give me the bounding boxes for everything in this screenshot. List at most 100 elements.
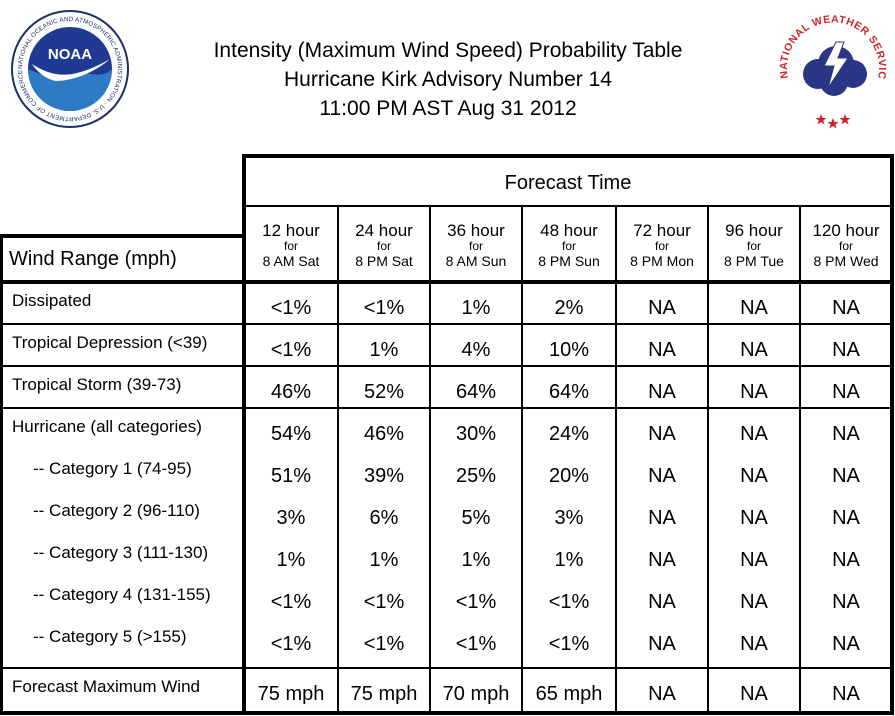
- table-cell: 46%: [363, 423, 405, 445]
- table-cell: 54%: [270, 423, 312, 445]
- column-header: 96 hour for 8 PM Tue: [708, 221, 800, 270]
- table-cell: <1%: [270, 297, 312, 319]
- table-cell: <1%: [270, 339, 312, 361]
- table-cell: NA: [832, 465, 860, 487]
- table-cell: NA: [832, 297, 860, 319]
- row-label: -- Category 5 (>155): [33, 627, 187, 646]
- header-divider: [246, 205, 894, 207]
- table-cell: 65 mph: [535, 683, 603, 705]
- table-cell: 6%: [369, 507, 399, 529]
- column-time: 8 PM Mon: [630, 253, 694, 269]
- lightning-icon: [823, 41, 849, 89]
- table-cell: <1%: [548, 591, 590, 613]
- table-border-top: [242, 154, 894, 158]
- table-cell: 3%: [554, 507, 584, 529]
- stars-icon: [815, 114, 851, 129]
- table-cell: 1%: [369, 549, 399, 571]
- table-cell: NA: [648, 381, 676, 403]
- table-cell: NA: [740, 507, 768, 529]
- column-hours: 96 hour: [725, 221, 783, 240]
- forecast-time-header: Forecast Time: [504, 172, 632, 194]
- table-cell: NA: [740, 381, 768, 403]
- column-time: 8 PM Sun: [538, 253, 600, 269]
- table-cell: 4%: [461, 339, 491, 361]
- table-cell: 75 mph: [350, 683, 418, 705]
- table-cell: NA: [648, 297, 676, 319]
- column-hours: 72 hour: [633, 221, 691, 240]
- table-cell: <1%: [455, 591, 497, 613]
- table-cell: NA: [832, 591, 860, 613]
- row-divider: [0, 323, 894, 325]
- column-for: for: [468, 239, 483, 253]
- table-cell: NA: [648, 633, 676, 655]
- row-label: Dissipated: [12, 291, 92, 310]
- table-cell: <1%: [455, 633, 497, 655]
- table-border-left: [0, 234, 3, 714]
- table-cell: NA: [740, 423, 768, 445]
- table-cell: 2%: [554, 297, 584, 319]
- table-cell: 25%: [455, 465, 497, 487]
- table-cell: 70 mph: [442, 683, 510, 705]
- column-time: 8 PM Wed: [813, 253, 879, 269]
- row-divider: [0, 407, 894, 409]
- table-border-left-header: [242, 154, 246, 714]
- column-header: 36 hour for 8 AM Sun: [430, 221, 522, 270]
- table-cell: NA: [832, 339, 860, 361]
- table-cell: <1%: [270, 633, 312, 655]
- table-border-bottom: [0, 711, 894, 715]
- column-for: for: [561, 239, 576, 253]
- table-cell: NA: [832, 633, 860, 655]
- column-time: 8 AM Sun: [445, 253, 507, 269]
- table-cell: NA: [648, 591, 676, 613]
- table-cell: 5%: [461, 507, 491, 529]
- column-divider: [799, 206, 801, 712]
- nws-logo: NATIONAL WEATHER SERVICE: [778, 8, 887, 129]
- column-for: for: [654, 239, 669, 253]
- table-cell: NA: [648, 339, 676, 361]
- table-cell: NA: [648, 423, 676, 445]
- table-cell: NA: [740, 465, 768, 487]
- noaa-wordmark: NOAA: [48, 46, 92, 63]
- table-cell: <1%: [548, 633, 590, 655]
- table-cell: NA: [740, 683, 768, 705]
- table-cell: NA: [832, 423, 860, 445]
- table-cell: NA: [740, 591, 768, 613]
- table-cell: NA: [832, 683, 860, 705]
- column-divider: [707, 206, 709, 712]
- column-hours: 120 hour: [812, 221, 880, 240]
- table-cell: NA: [648, 549, 676, 571]
- table-cell: 24%: [548, 423, 590, 445]
- title-line-2: Hurricane Kirk Advisory Number 14: [284, 68, 612, 91]
- table-cell: 3%: [276, 507, 306, 529]
- row-divider: [0, 667, 894, 669]
- row-label: Tropical Storm (39-73): [12, 375, 182, 394]
- column-divider: [429, 206, 431, 712]
- table-cell: NA: [832, 507, 860, 529]
- column-for: for: [376, 239, 391, 253]
- table-cell: 20%: [548, 465, 590, 487]
- column-divider: [521, 206, 523, 712]
- row-label: Hurricane (all categories): [12, 417, 202, 436]
- table-cell: 30%: [455, 423, 497, 445]
- noaa-logo: NATIONAL OCEANIC AND ATMOSPHERIC ADMINIS…: [11, 10, 129, 128]
- table-cell: NA: [648, 507, 676, 529]
- column-hours: 48 hour: [540, 221, 598, 240]
- table-cell: NA: [648, 465, 676, 487]
- row-label: -- Category 2 (96-110): [33, 501, 200, 520]
- row-label: -- Category 3 (111-130): [33, 543, 209, 562]
- table-border-right: [890, 154, 894, 714]
- column-time: 8 PM Sat: [355, 253, 413, 269]
- table-cell: 52%: [363, 381, 405, 403]
- table-cell: <1%: [270, 591, 312, 613]
- column-hours: 12 hour: [262, 221, 320, 240]
- column-header: 120 hour for 8 PM Wed: [800, 221, 892, 270]
- title-line-3: 11:00 PM AST Aug 31 2012: [319, 97, 577, 120]
- column-header: 24 hour for 8 PM Sat: [338, 221, 430, 270]
- column-header: 72 hour for 8 PM Mon: [616, 221, 708, 270]
- table-cell: 1%: [461, 297, 491, 319]
- title-line-1: Intensity (Maximum Wind Speed) Probabili…: [213, 39, 683, 62]
- column-for: for: [746, 239, 761, 253]
- table-cell: 1%: [369, 339, 399, 361]
- column-header: 48 hour for 8 PM Sun: [522, 221, 616, 270]
- table-cell: NA: [832, 381, 860, 403]
